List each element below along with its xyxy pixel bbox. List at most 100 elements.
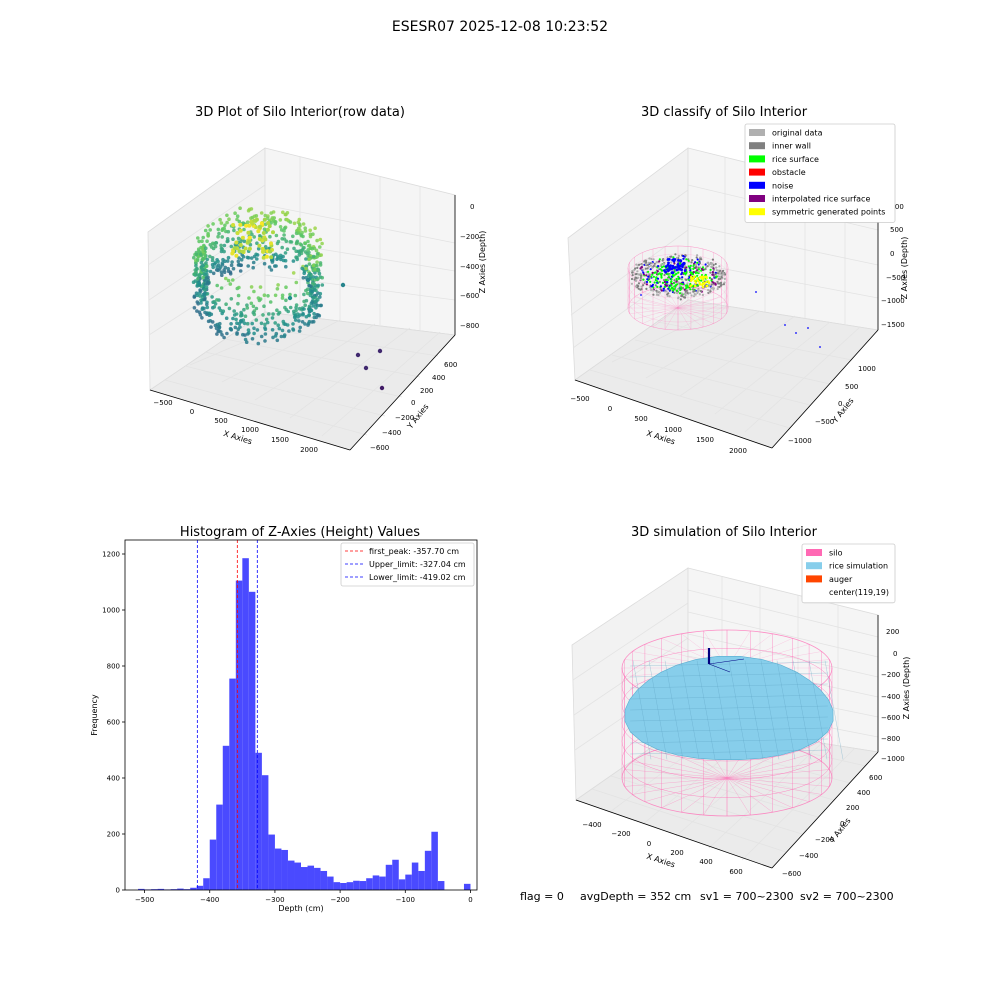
classified-point <box>712 287 716 290</box>
silo-spoke <box>703 777 728 816</box>
histogram-bar <box>411 862 419 890</box>
raw-point <box>315 260 319 265</box>
classified-point <box>695 265 698 268</box>
raw-point <box>307 313 311 317</box>
classified-point <box>659 264 662 268</box>
raw-point <box>251 304 256 309</box>
classified-point <box>696 254 699 257</box>
raw-point <box>286 309 291 314</box>
classified-point <box>654 265 657 268</box>
raw-point <box>283 212 288 217</box>
panel-simulation-3d: 3D simulation of Silo Interior −400 −200… <box>571 525 911 878</box>
classified-point <box>675 268 679 272</box>
raw-point <box>317 271 322 276</box>
classified-point <box>661 263 664 266</box>
raw-point <box>244 340 249 345</box>
raw-point <box>200 267 205 272</box>
raw-point <box>196 236 200 240</box>
classified-point <box>680 292 683 295</box>
silo-spoke <box>677 307 714 324</box>
classified-point <box>636 270 639 273</box>
raw-point <box>297 329 302 333</box>
panel-classify-3d: 3D classify of Silo Interior −500 0 500 … <box>567 105 909 455</box>
raw-point <box>314 306 318 310</box>
classified-point <box>663 280 667 284</box>
histogram-bar <box>170 889 178 890</box>
legend-label: center(119,19) <box>829 588 889 597</box>
classified-point <box>662 265 666 268</box>
histogram-bar <box>463 883 471 890</box>
silo-spoke <box>726 761 822 779</box>
raw-point <box>265 216 270 220</box>
classified-point <box>677 271 680 274</box>
raw-point <box>237 219 242 224</box>
raw-point <box>300 320 305 324</box>
raw-point <box>232 246 237 251</box>
raw-point <box>315 263 319 268</box>
raw-point <box>197 239 201 244</box>
classified-point <box>651 266 654 269</box>
silo-spoke <box>677 307 692 330</box>
classified-point <box>675 256 679 259</box>
y-tick: 1000 <box>102 607 120 615</box>
classified-point <box>668 265 671 269</box>
x-tick: 0 <box>468 896 472 904</box>
raw-point <box>229 322 233 326</box>
histogram-bar <box>327 876 334 890</box>
raw-point <box>280 245 285 250</box>
classified-point <box>693 275 696 278</box>
raw-point <box>280 328 285 333</box>
sv2-text: sv2 = 700~2300 <box>800 890 894 903</box>
classified-point <box>708 276 712 279</box>
classified-point <box>718 275 722 278</box>
classified-point <box>642 273 646 276</box>
raw-point <box>250 221 255 226</box>
histogram-bar <box>294 862 301 890</box>
panel-histogram: Histogram of Z-Axies (Height) Values −50… <box>90 525 478 913</box>
z-tick: −500 <box>886 274 905 282</box>
raw-point <box>313 226 317 230</box>
classified-point <box>636 273 640 276</box>
classified-point <box>665 284 669 287</box>
silo-spoke <box>726 769 830 779</box>
y-tick-labels: −1000 −500 0 500 1000 <box>788 365 876 445</box>
raw-point <box>223 265 228 270</box>
raw-point <box>246 208 251 213</box>
classified-point <box>687 259 690 262</box>
raw-point <box>280 237 285 241</box>
raw-point <box>246 332 250 336</box>
classified-point <box>722 283 726 286</box>
raw-point <box>251 265 255 270</box>
raw-point <box>306 239 310 244</box>
classified-point <box>653 281 656 284</box>
raw-point <box>208 243 213 247</box>
x-tick-labels: −500 −400 −300 −200 −100 0 <box>135 890 473 904</box>
raw-point <box>273 220 278 224</box>
histogram-bar <box>235 580 243 890</box>
raw-point <box>245 303 249 308</box>
y-tick: 200 <box>846 804 859 812</box>
raw-point <box>235 231 240 236</box>
raw-point <box>355 352 361 358</box>
y-axis-label: Y Axies <box>830 396 856 425</box>
y-axis-label: Frequency <box>90 694 99 736</box>
classified-point <box>688 276 691 279</box>
classified-point <box>696 274 699 277</box>
raw-point <box>250 337 255 341</box>
raw-point <box>236 236 241 241</box>
classified-point <box>681 286 685 290</box>
raw-point <box>194 252 199 257</box>
classified-point <box>656 270 659 273</box>
raw-point-cloud <box>191 206 385 391</box>
z-tick: 500 <box>890 226 903 234</box>
raw-point <box>312 315 317 320</box>
raw-point <box>231 237 235 241</box>
noise-point <box>755 291 757 293</box>
legend-swatch <box>749 208 765 216</box>
histogram-bar <box>255 752 262 890</box>
raw-point <box>282 333 287 337</box>
classified-point <box>697 270 700 273</box>
classified-point <box>721 270 724 273</box>
rice-mesh-line <box>824 660 844 760</box>
raw-point <box>293 318 298 322</box>
